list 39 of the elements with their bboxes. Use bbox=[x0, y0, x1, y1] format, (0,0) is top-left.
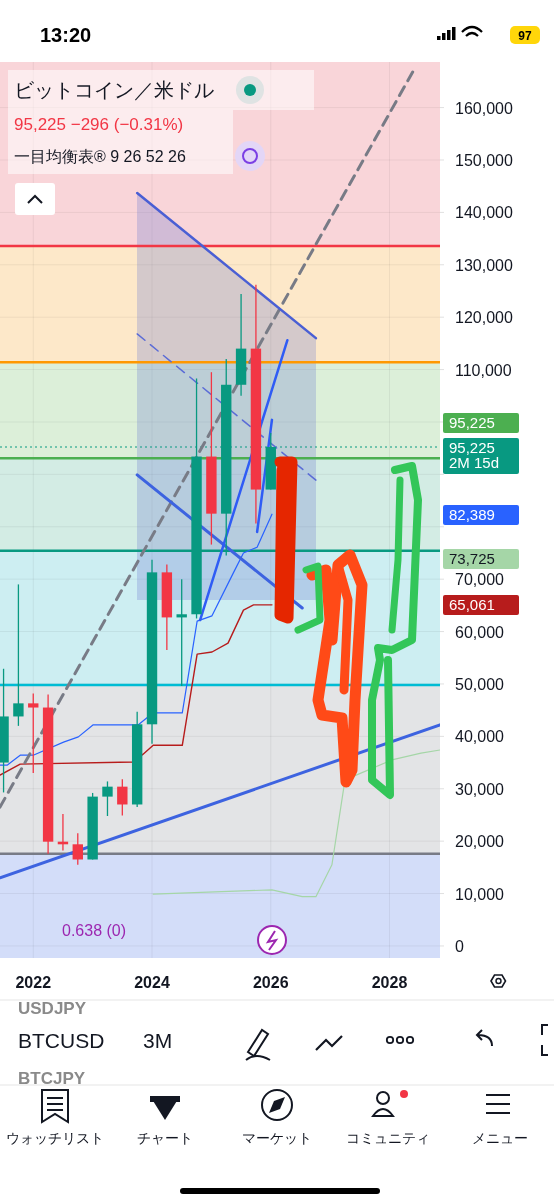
text: 65,061 bbox=[449, 596, 495, 613]
text: 97 bbox=[518, 29, 532, 43]
annotation: 一目均衡表® 9 26 52 26 bbox=[14, 148, 186, 165]
text: チャート bbox=[137, 1130, 193, 1146]
y-tick-label: 110,000 bbox=[455, 361, 512, 379]
x-tick-label: 2024 bbox=[134, 974, 170, 991]
text: 82,389 bbox=[449, 506, 495, 523]
x-tick-label: 2028 bbox=[371, 974, 408, 991]
y-tick-label: 20,000 bbox=[455, 833, 505, 851]
text: 95,225 bbox=[449, 414, 495, 431]
text: メニュー bbox=[472, 1130, 528, 1146]
y-tick-label: 10,000 bbox=[455, 885, 505, 903]
y-tick-label: 0 bbox=[455, 937, 464, 955]
text: コミュニティ bbox=[346, 1130, 430, 1146]
text: USDJPY bbox=[18, 999, 87, 1018]
y-tick-label: 50,000 bbox=[455, 675, 505, 693]
y-tick-label: 160,000 bbox=[455, 99, 513, 117]
y-tick-label: 40,000 bbox=[455, 728, 505, 746]
x-tick-label: 2022 bbox=[15, 974, 52, 991]
text: 73,725 bbox=[449, 550, 495, 567]
text: BTCUSD bbox=[18, 1029, 105, 1052]
y-tick-label: 30,000 bbox=[455, 780, 505, 798]
y-tick-label: 130,000 bbox=[455, 256, 513, 274]
text: ウォッチリスト bbox=[6, 1130, 104, 1146]
annotation: 0.638 (0) bbox=[62, 922, 127, 939]
text: 2M 15d bbox=[449, 454, 500, 471]
x-tick-label: 2026 bbox=[252, 974, 289, 991]
y-tick-label: 140,000 bbox=[455, 204, 513, 222]
text: 13:20 bbox=[40, 24, 92, 46]
y-tick-label: 150,000 bbox=[455, 151, 513, 169]
text: 3M bbox=[143, 1029, 173, 1052]
text: ビットコイン／米ドル bbox=[14, 79, 214, 101]
y-tick-label: 120,000 bbox=[455, 309, 513, 327]
text: 95,225 −296 (−0.31%) bbox=[14, 115, 184, 134]
text: BTCJPY bbox=[18, 1069, 86, 1088]
text: 95,225 bbox=[449, 439, 495, 456]
y-tick-label: 60,000 bbox=[455, 623, 505, 641]
text: マーケット bbox=[242, 1130, 312, 1146]
y-tick-label: 70,000 bbox=[455, 571, 505, 589]
